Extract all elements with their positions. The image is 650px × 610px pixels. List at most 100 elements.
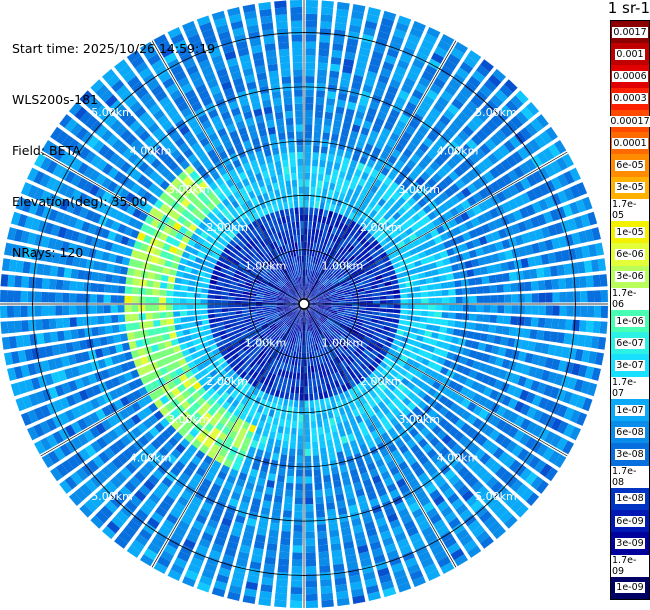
range-gate-cell (567, 377, 578, 390)
range-gate-cell (104, 315, 112, 324)
range-gate-cell (120, 129, 132, 142)
range-gate-cell (41, 291, 49, 303)
range-gate-cell (366, 584, 380, 595)
range-gate-cell (400, 354, 409, 363)
range-gate-cell (337, 275, 345, 282)
range-gate-cell (14, 275, 23, 288)
range-gate-cell (358, 256, 366, 263)
range-gate-cell (201, 392, 211, 402)
range-gate-cell (402, 251, 411, 259)
range-gate-cell (462, 366, 472, 377)
range-gate-cell (58, 343, 68, 355)
range-gate-cell (131, 305, 139, 312)
range-gate-cell (133, 240, 143, 250)
range-gate-cell (293, 330, 297, 338)
range-gate-cell (519, 207, 530, 219)
range-gate-cell (295, 386, 300, 394)
range-gate-cell (131, 170, 143, 182)
range-gate-cell (288, 312, 294, 318)
range-gate-cell (102, 526, 116, 540)
range-gate-cell (428, 297, 436, 304)
range-gate-cell (301, 352, 304, 360)
range-gate-cell (386, 295, 394, 300)
range-gate-cell (305, 76, 315, 84)
range-gate-cell (403, 77, 416, 88)
range-gate-cell (442, 257, 451, 266)
range-gate-cell (455, 406, 466, 417)
range-gate-cell (235, 293, 243, 298)
range-gate-cell (315, 97, 325, 105)
range-gate-cell (213, 411, 223, 421)
range-gate-cell (291, 315, 297, 322)
range-gate-cell (307, 235, 311, 243)
range-gate-cell (373, 304, 380, 308)
range-gate-cell (171, 113, 183, 125)
range-gate-cell (520, 418, 532, 431)
range-gate-cell (166, 513, 179, 525)
range-gate-cell (6, 290, 15, 303)
range-gate-cell (273, 495, 283, 504)
range-gate-cell (327, 154, 335, 162)
range-gate-cell (242, 345, 250, 352)
range-gate-cell (160, 326, 169, 334)
range-gate-cell (413, 316, 421, 322)
range-gate-cell (266, 371, 273, 380)
range-gate-cell (352, 306, 360, 310)
range-gate-cell (461, 398, 471, 409)
range-gate-cell (461, 187, 472, 198)
range-gate-cell (164, 340, 173, 348)
range-gate-cell (95, 124, 108, 138)
range-gate-cell (315, 328, 320, 336)
range-gate-cell (577, 261, 586, 274)
range-gate-cell (137, 174, 148, 186)
range-gate-cell (311, 286, 316, 293)
range-gate-cell (81, 246, 91, 257)
range-gate-cell (562, 153, 574, 168)
range-gate-cell (438, 203, 449, 213)
range-gate-cell (438, 180, 449, 191)
range-gate-cell (481, 245, 491, 255)
range-gate-cell (317, 173, 324, 182)
range-gate-cell (101, 129, 113, 142)
range-gate-cell (260, 464, 269, 473)
range-gate-cell (302, 324, 304, 332)
range-gate-cell (342, 360, 349, 368)
range-gate-cell (223, 283, 231, 288)
range-gate-cell (222, 373, 231, 382)
range-gate-cell (190, 248, 199, 256)
range-gate-cell (309, 270, 313, 278)
range-gate-cell (252, 211, 260, 220)
range-gate-cell (426, 448, 438, 459)
range-gate-cell (580, 213, 591, 228)
range-gate-cell (383, 276, 391, 283)
range-gate-cell (262, 299, 270, 302)
range-gate-cell (397, 359, 406, 368)
range-gate-cell (459, 329, 468, 338)
range-gate-cell (378, 134, 388, 144)
range-gate-cell (332, 473, 341, 482)
range-gate-cell (355, 110, 365, 120)
range-gate-cell (508, 237, 518, 248)
range-gate-cell (99, 485, 113, 499)
range-gate-cell (168, 245, 178, 254)
range-gate-cell (304, 262, 306, 270)
range-gate-cell (276, 298, 284, 301)
range-gate-cell (398, 428, 408, 438)
range-gate-cell (584, 260, 593, 273)
range-gate-cell (270, 309, 278, 313)
range-gate-cell (362, 514, 374, 524)
range-gate-cell (163, 441, 174, 453)
range-gate-cell (305, 124, 313, 132)
range-gate-cell (527, 341, 536, 352)
range-gate-cell (248, 298, 256, 302)
range-gate-cell (319, 251, 324, 259)
range-gate-cell (310, 323, 314, 331)
range-gate-cell (211, 348, 220, 356)
range-gate-cell (419, 278, 427, 285)
range-gate-cell (252, 433, 261, 442)
range-gate-cell (195, 148, 206, 158)
range-gate-cell (206, 201, 216, 211)
range-gate-cell (373, 222, 382, 231)
range-gate-cell (386, 313, 394, 318)
range-gate-cell (422, 501, 435, 513)
